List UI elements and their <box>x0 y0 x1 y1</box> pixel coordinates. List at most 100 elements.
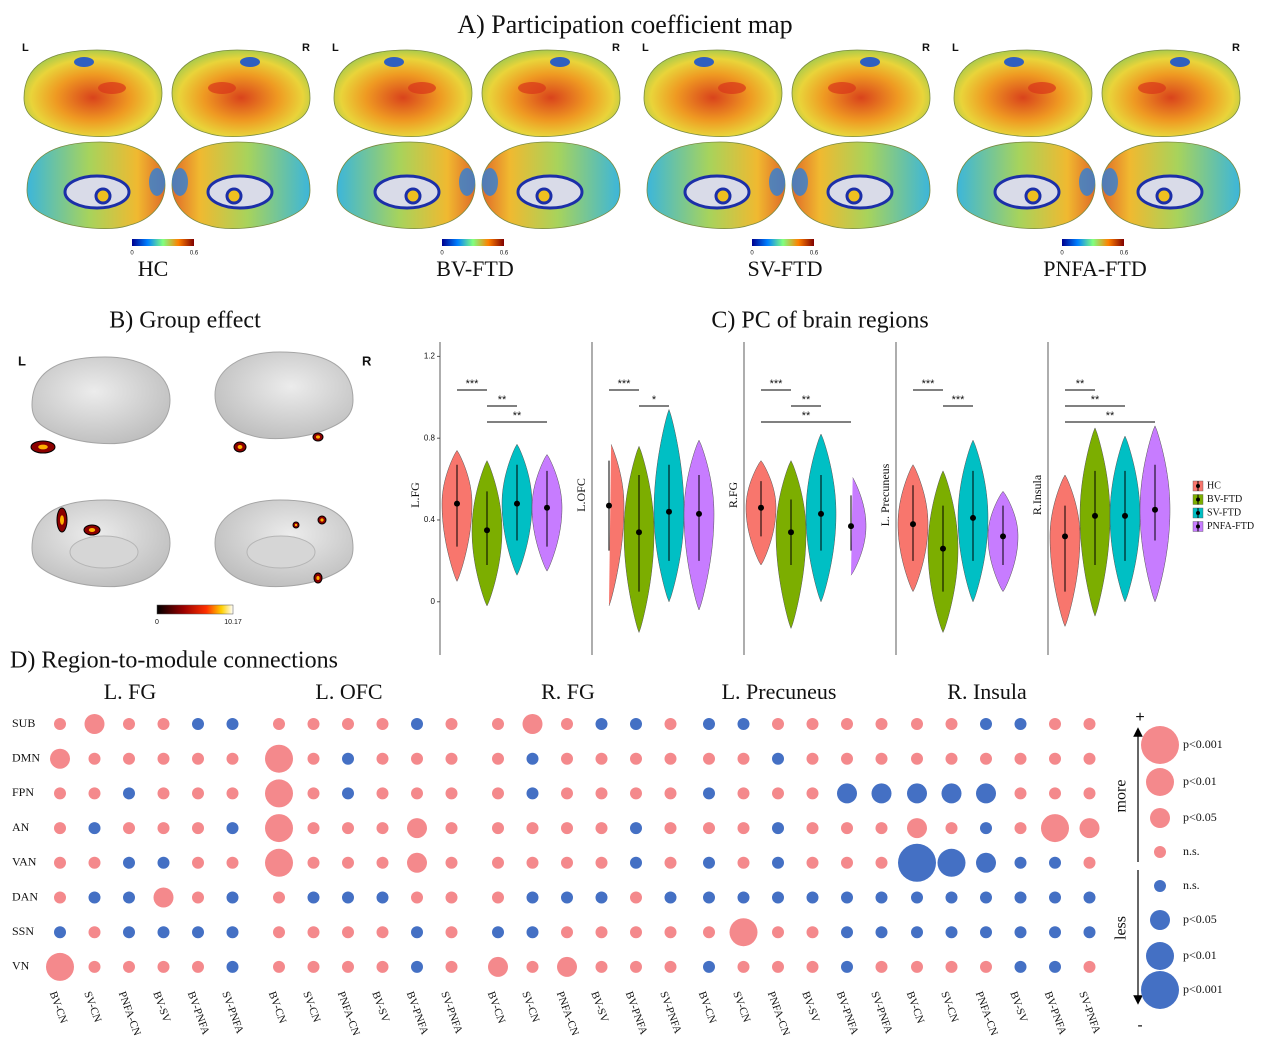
connection-dot <box>526 822 539 835</box>
brain-spot <box>74 57 94 67</box>
legend-dot <box>1150 910 1170 930</box>
connection-dot <box>376 718 389 730</box>
connection-dot <box>88 891 101 904</box>
brain-spot <box>1170 57 1190 67</box>
legend-direction: + <box>1135 709 1144 726</box>
connection-dot <box>88 787 101 800</box>
hemisphere-label: L <box>952 42 959 54</box>
brain-spot <box>769 168 785 196</box>
contrast-label: SV-PNFA <box>657 990 683 1036</box>
connection-dot <box>630 752 642 765</box>
brain-surface <box>171 49 311 137</box>
legend-dot <box>1196 484 1200 488</box>
connection-dot <box>703 960 715 973</box>
connection-dot <box>376 752 389 765</box>
connection-dot <box>595 856 608 869</box>
connection-dot <box>526 926 539 939</box>
connection-dot <box>1083 926 1096 939</box>
connection-dot <box>703 787 715 800</box>
connection-dot <box>265 744 293 773</box>
connection-dot <box>307 891 320 904</box>
significance-label: ** <box>802 410 811 422</box>
colorbar-tick-label: 0 <box>130 251 134 257</box>
panel-c-title: C) PC of brain regions <box>711 308 928 334</box>
brain-thalamus <box>225 187 243 205</box>
connection-dot <box>1049 926 1061 939</box>
legend-dot <box>1150 808 1170 828</box>
module-label: SUB <box>12 716 35 730</box>
connection-dot <box>307 856 320 869</box>
brain-spot <box>98 82 126 94</box>
activation-core <box>316 576 320 580</box>
colorbar-tick-label: 0.6 <box>810 251 819 257</box>
colorbar <box>132 239 194 246</box>
mean-point <box>940 545 946 552</box>
activation-core <box>294 523 298 527</box>
connection-dot <box>1014 960 1027 973</box>
contrast-label: SV-CN <box>938 990 960 1024</box>
brain-view <box>646 141 786 229</box>
significance-label: * <box>652 394 657 406</box>
connection-dot <box>307 926 320 939</box>
brain-thalamus <box>1024 187 1042 205</box>
brain-spot <box>860 57 880 67</box>
connection-dot <box>307 752 320 765</box>
connection-dot <box>630 960 642 973</box>
connection-dot <box>841 822 853 835</box>
connection-dot <box>980 891 992 904</box>
connection-dot <box>342 926 354 939</box>
legend-label: n.s. <box>1183 844 1200 858</box>
connection-dot <box>945 752 958 765</box>
connection-dot <box>492 891 504 904</box>
connection-dot <box>664 856 677 869</box>
connection-dot <box>1079 818 1100 839</box>
connection-dot <box>664 752 677 765</box>
connection-dot <box>123 926 135 939</box>
connection-dot <box>1083 752 1096 765</box>
connection-dot <box>841 752 853 765</box>
connection-dot <box>411 752 423 765</box>
connection-dot <box>123 752 135 765</box>
connection-dot <box>630 822 642 835</box>
mean-point <box>758 504 764 511</box>
brain-spot <box>792 168 808 196</box>
connection-dot <box>192 960 204 973</box>
connection-dot <box>226 822 239 835</box>
mean-point <box>848 523 854 530</box>
significance-label: ** <box>1091 394 1100 406</box>
connection-dot <box>737 752 750 765</box>
connection-dot <box>376 960 389 973</box>
brain-spot <box>482 168 498 196</box>
connection-dot <box>664 891 677 904</box>
activation-core <box>237 445 243 449</box>
connection-dot <box>595 822 608 835</box>
colorbar-tick-label: 10.17 <box>224 619 242 626</box>
brain-spot <box>172 168 188 196</box>
brain-thalamus <box>845 187 863 205</box>
connection-dot <box>911 718 923 730</box>
connection-dot <box>772 891 784 904</box>
connection-dot <box>226 752 239 765</box>
mean-point <box>1000 533 1006 540</box>
connection-dot <box>1049 856 1061 869</box>
legend-dot <box>1154 880 1166 892</box>
connection-dot <box>1014 787 1027 800</box>
contrast-label: BV-CN <box>485 990 508 1025</box>
connection-dot <box>123 718 135 730</box>
activation-core <box>320 518 324 522</box>
connection-dot <box>630 891 642 904</box>
mean-point <box>454 500 460 507</box>
group-label: HC <box>138 256 169 281</box>
mean-point <box>1152 506 1158 513</box>
connection-dot <box>307 718 320 730</box>
connection-dot <box>772 718 784 730</box>
connection-dot <box>54 926 66 939</box>
connection-dot <box>526 960 539 973</box>
connection-dot <box>273 960 285 973</box>
connection-dot <box>875 856 888 869</box>
contrast-label: BV-PNFA <box>623 990 650 1037</box>
connection-dot <box>911 926 923 939</box>
y-axis-label: R.Insula <box>1030 474 1044 515</box>
contrast-label: BV-CN <box>47 990 70 1025</box>
connection-dot <box>806 960 819 973</box>
